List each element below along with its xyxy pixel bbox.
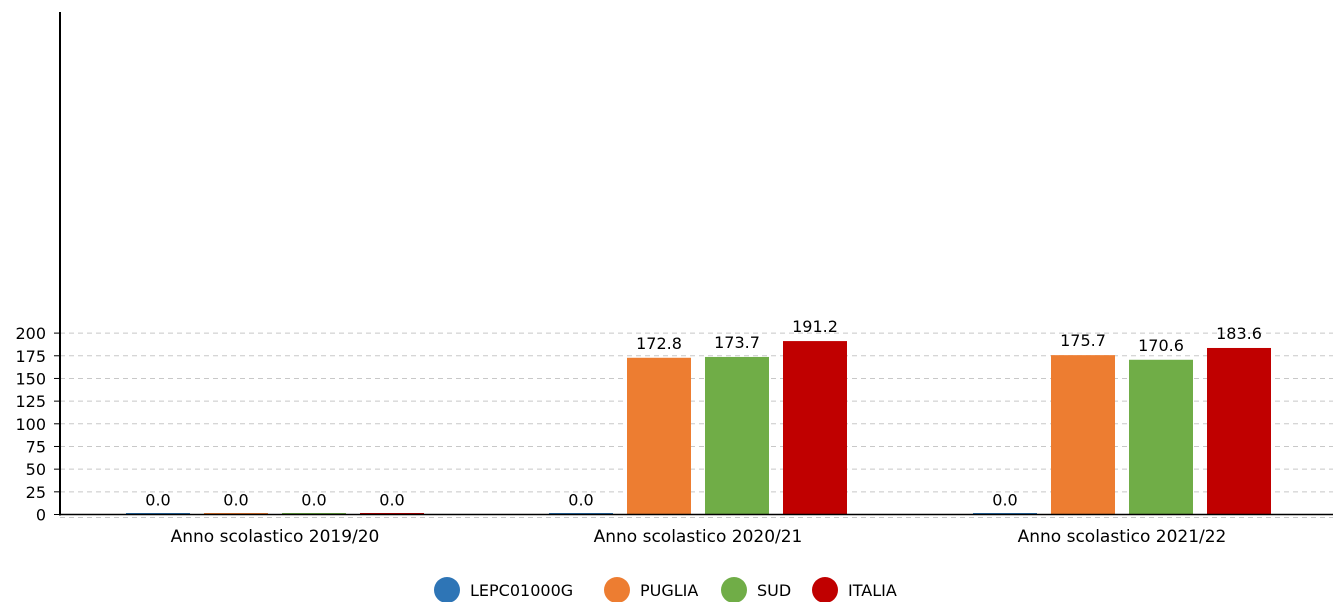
y-tick-label: 125: [15, 392, 46, 411]
data-label: 0.0: [568, 491, 593, 510]
legend-swatch: [604, 577, 630, 602]
data-label: 191.2: [792, 317, 838, 336]
legend-item-italia: ITALIA: [812, 577, 897, 602]
x-category-label: Anno scolastico 2021/22: [1018, 527, 1227, 547]
y-tick-label: 25: [26, 483, 46, 502]
x-category-label: Anno scolastico 2020/21: [594, 527, 803, 547]
x-category-label: Anno scolastico 2019/20: [171, 527, 380, 547]
bar-italia-3: [1207, 347, 1271, 515]
bar-sud-3: [1129, 359, 1193, 515]
legend-swatch: [434, 577, 460, 602]
data-label: 183.6: [1216, 324, 1262, 343]
data-label: 0.0: [223, 491, 248, 510]
bar-sud-2: [705, 356, 769, 515]
data-label: 0.0: [301, 491, 326, 510]
legend-label: PUGLIA: [640, 581, 698, 600]
y-tick-label: 175: [15, 347, 46, 366]
data-label: 0.0: [145, 491, 170, 510]
y-tick-label: 75: [26, 437, 46, 456]
bar-italia-2: [783, 341, 847, 515]
data-labels: 0.0 0.0 0.0 0.0 0.0 172.8 173.7 191.2 0.0 175.7 17…: [145, 317, 1262, 509]
legend-label: ITALIA: [848, 581, 897, 600]
data-label: 0.0: [379, 491, 404, 510]
bar-puglia-3: [1051, 355, 1115, 515]
data-label: 0.0: [992, 491, 1017, 510]
y-tick-label: 150: [15, 369, 46, 388]
legend-item-sud: SUD: [721, 577, 791, 602]
legend-item-puglia: PUGLIA: [604, 577, 698, 602]
data-label: 175.7: [1060, 331, 1106, 350]
legend-swatch: [812, 577, 838, 602]
bar-puglia-2: [627, 357, 691, 515]
legend-swatch: [721, 577, 747, 602]
data-label: 170.6: [1138, 336, 1184, 355]
legend-label: LEPC01000G: [470, 581, 573, 600]
y-tick-label: 50: [26, 460, 46, 479]
data-label: 173.7: [714, 333, 760, 352]
y-tick-label: 200: [15, 324, 46, 343]
legend-item-lepc01000g: LEPC01000G: [434, 577, 573, 602]
legend: LEPC01000G PUGLIA SUD ITALIA: [434, 577, 897, 602]
legend-label: SUD: [757, 581, 791, 600]
axes: [59, 12, 1333, 518]
y-axis-ticks: 0 25 50 75 100 125 150 175 200: [15, 324, 60, 525]
data-label: 172.8: [636, 334, 682, 353]
bars: [126, 341, 1271, 515]
y-tick-label: 100: [15, 415, 46, 434]
y-tick-label: 0: [36, 506, 46, 525]
x-axis-category-labels: Anno scolastico 2019/20 Anno scolastico 2…: [171, 527, 1227, 547]
